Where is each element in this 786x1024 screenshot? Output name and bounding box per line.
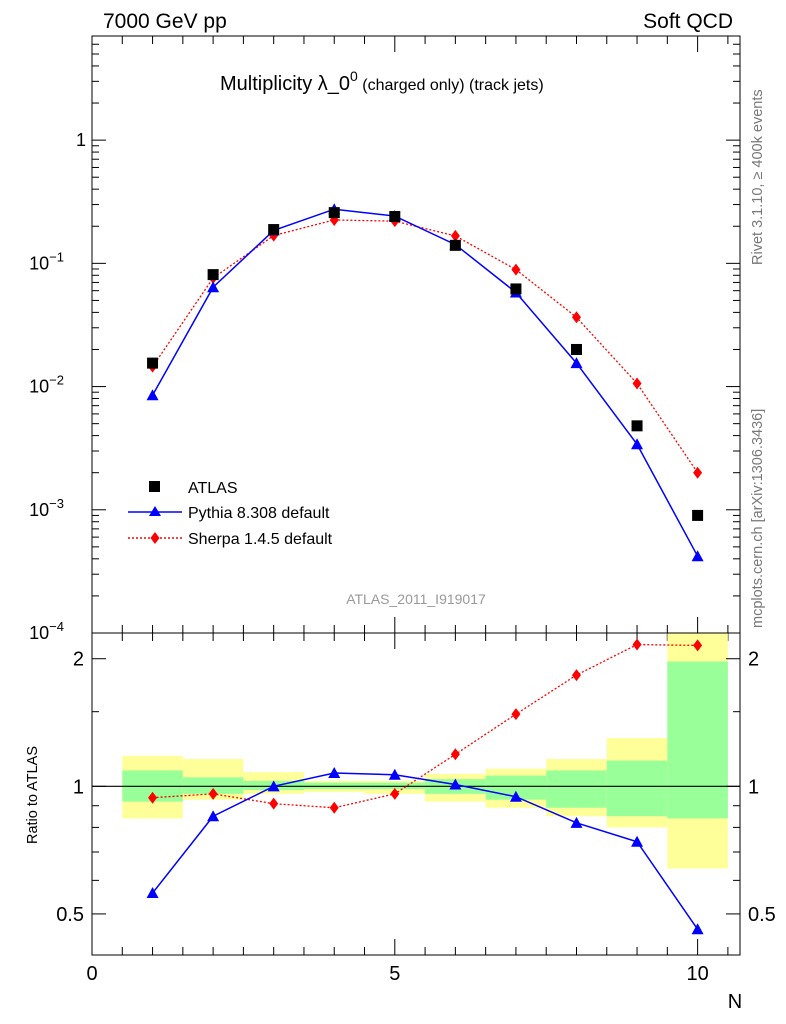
atlas-point [328,207,340,219]
main-panel: 10−4 10−3 10−2 10−1 1 [29,35,741,955]
sherpa-ratio-point [571,669,581,682]
sherpa-ratio-line [152,643,698,809]
sherpa-ratio-point [390,787,400,800]
sherpa-ratio-point [269,797,279,810]
pythia-ratio-point [449,778,462,790]
band-inner-2 [182,777,244,794]
legend-sherpa-label: Sherpa 1.4.5 default [188,531,333,548]
pythia-ratio-point [691,923,704,935]
x-axis-label: N [728,991,742,1013]
atlas-point [631,420,643,432]
x-tick-label: 5 [389,963,400,985]
ratio-panel: 0 5 10 0.5 0.5 1 1 2 2 [56,632,776,985]
band-inner-9 [606,760,668,817]
legend-sherpa-marker [150,532,160,544]
sherpa-ratio-point [693,639,703,652]
atlas-point [692,509,704,521]
band-inner-8 [546,770,607,808]
band-inner-10 [667,661,728,819]
pythia-ratio-point [631,835,644,847]
pythia-point [570,357,583,369]
pythia-ratio-point [146,887,159,899]
atlas-point [268,224,280,236]
x-tick-label: 0 [86,963,97,985]
ratio-tick-label: 1 [73,776,84,798]
atlas-point [570,343,582,355]
sherpa-ratio-point [450,748,460,761]
chart-title: Multiplicity λ_00 (charged only) (track … [220,68,544,95]
ratio-tick-label: 0.5 [56,904,84,926]
title-sup: 0 [350,68,358,84]
sherpa-point [571,311,581,324]
atlas-point [147,357,159,369]
ratio-y-axis-label: Ratio to ATLAS [25,746,41,844]
sherpa-point [511,263,521,276]
legend: ATLAS Pythia 8.308 default Sherpa 1.4.5 … [128,480,333,548]
rivet-label: Rivet 3.1.10, ≥ 400k events [750,89,766,265]
atlas-point [449,239,461,251]
sherpa-point [693,466,703,479]
pythia-ratio-point [207,810,220,822]
sherpa-ratio-point [632,638,642,651]
atlas-point [510,283,522,295]
ratio-tick-label: 2 [73,649,84,671]
sherpa-ratio-point [208,787,218,800]
ratio-tick-label-right: 0.5 [748,904,776,926]
mcplots-label: mcplots.cern.ch [arXiv:1306.3436] [750,409,766,628]
ratio-frame [91,632,741,956]
y-tick-label: 1 [76,130,86,150]
atlas-point [389,210,401,222]
y-tick-label: 10−1 [29,249,64,273]
energy-label: 7000 GeV pp [103,10,227,33]
category-label: Soft QCD [643,10,733,33]
atlas-point [207,269,219,281]
pythia-ratio-point [328,767,341,779]
analysis-watermark: ATLAS_2011_I919017 [346,591,486,607]
pythia-ratio-point [570,816,583,828]
y-tick-label: 10−3 [29,496,64,520]
x-tick-label: 10 [686,963,708,985]
pythia-ratio-point [388,768,401,780]
ratio-tick-label-right: 2 [748,649,759,671]
sherpa-point [632,377,642,390]
sherpa-ratio-point [329,801,339,814]
pythia-point [691,550,704,562]
pythia-ratio-point [509,790,522,802]
pythia-point [207,281,220,293]
pythia-ratio-line [151,772,699,930]
y-tick-label: 10−4 [29,619,64,643]
sherpa-line [152,219,699,474]
legend-pythia-label: Pythia 8.308 default [188,505,330,522]
pythia-point [146,389,159,401]
ratio-tick-label-right: 1 [748,776,759,798]
pythia-line [151,208,699,557]
sherpa-point [450,229,460,242]
sherpa-ratio-point [511,708,521,721]
legend-atlas-marker [149,481,160,492]
legend-pythia-marker [149,506,161,516]
sherpa-ratio-point [148,791,158,804]
legend-atlas-label: ATLAS [188,480,238,497]
y-tick-label: 10−2 [29,373,64,397]
pythia-point [631,438,644,450]
title-main: Multiplicity λ_0 [220,73,350,95]
pythia-ratio-point [267,780,280,792]
title-small: (charged only) (track jets) [358,77,544,94]
